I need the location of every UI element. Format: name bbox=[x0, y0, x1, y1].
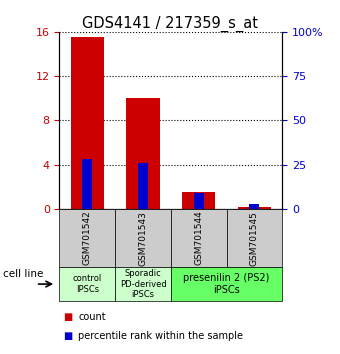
Text: GSM701544: GSM701544 bbox=[194, 211, 203, 266]
Bar bbox=[194, 193, 204, 209]
Text: presenilin 2 (PS2)
iPSCs: presenilin 2 (PS2) iPSCs bbox=[183, 273, 270, 295]
Text: percentile rank within the sample: percentile rank within the sample bbox=[78, 331, 243, 341]
Text: control
IPSCs: control IPSCs bbox=[73, 274, 102, 294]
Bar bbox=[71, 38, 104, 209]
Text: GSM701545: GSM701545 bbox=[250, 211, 259, 266]
Text: Sporadic
PD-derived
iPSCs: Sporadic PD-derived iPSCs bbox=[120, 269, 166, 299]
Text: count: count bbox=[78, 312, 106, 321]
Text: ■: ■ bbox=[63, 312, 72, 321]
Text: GSM701542: GSM701542 bbox=[83, 211, 92, 266]
Text: GSM701543: GSM701543 bbox=[138, 211, 148, 266]
Bar bbox=[238, 207, 271, 209]
Bar bbox=[82, 159, 92, 209]
Bar bbox=[182, 192, 216, 209]
Text: ■: ■ bbox=[63, 331, 72, 341]
Bar bbox=[249, 204, 259, 209]
Text: GDS4141 / 217359_s_at: GDS4141 / 217359_s_at bbox=[82, 16, 258, 32]
Bar bbox=[138, 163, 148, 209]
Text: cell line: cell line bbox=[3, 269, 44, 279]
Bar bbox=[126, 98, 160, 209]
